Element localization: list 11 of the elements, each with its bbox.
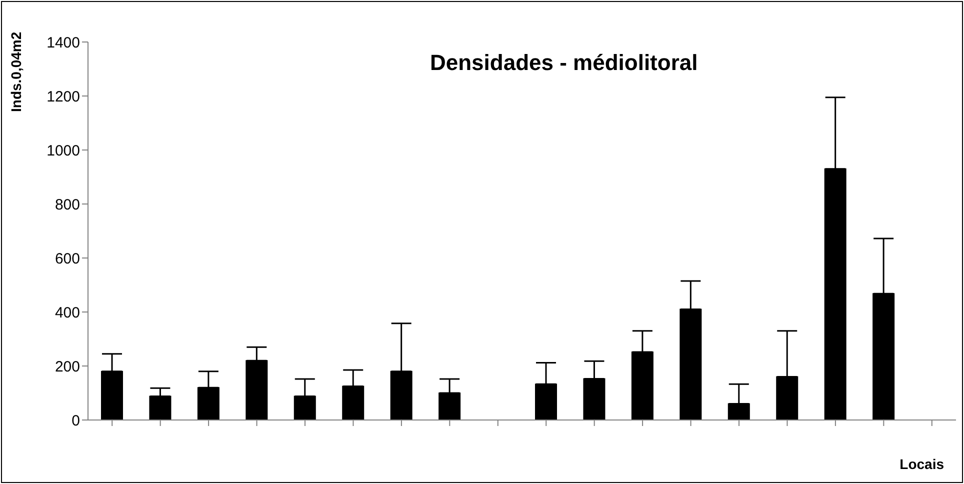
y-tick-label: 800 [54, 196, 80, 214]
y-tick-label: 200 [54, 358, 80, 376]
x-axis-title: Locais [900, 456, 944, 472]
y-tick-label: 600 [54, 250, 80, 268]
y-tick-label: 1400 [46, 34, 80, 52]
y-tick-label: 1200 [46, 88, 80, 106]
y-tick-label: 1000 [46, 142, 80, 160]
chart-title: Densidades - médiolitoral [430, 50, 698, 76]
y-axis-title: Inds.0,04m2 [8, 32, 24, 112]
y-tick-label: 400 [54, 304, 80, 322]
y-tick-label: 0 [72, 412, 80, 430]
